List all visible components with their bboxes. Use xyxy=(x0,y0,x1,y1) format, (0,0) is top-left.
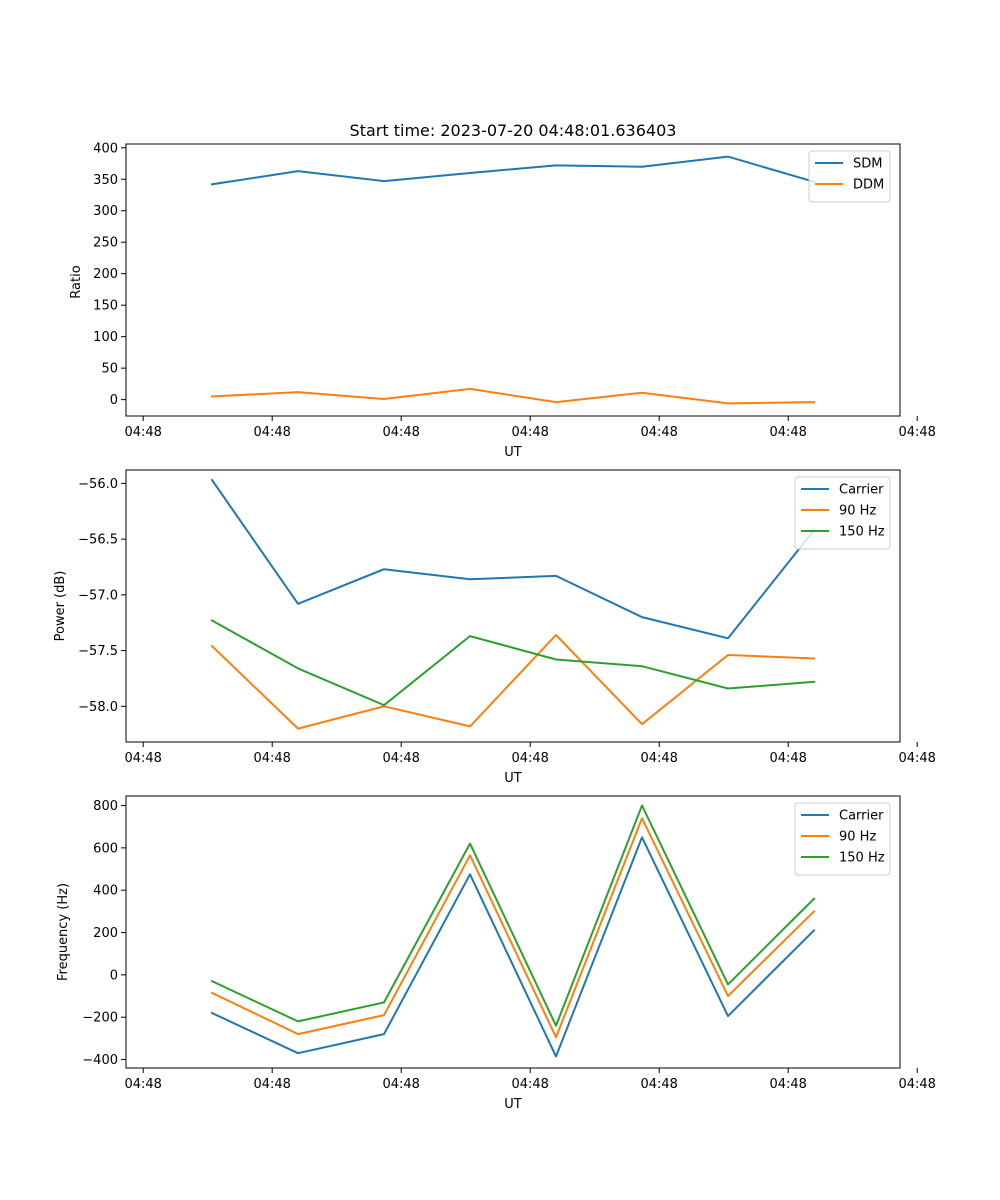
series-line-ddm xyxy=(210,387,816,405)
legend-label: 150 Hz xyxy=(839,851,885,866)
x-tick-label: 04:48 xyxy=(511,1077,548,1092)
x-tick-label: 04:48 xyxy=(382,425,419,440)
y-tick-label: −200 xyxy=(82,1011,118,1026)
series-line-sdm xyxy=(210,155,816,186)
x-tick-label: 04:48 xyxy=(124,1077,161,1092)
legend-label: Carrier xyxy=(839,809,884,824)
x-tick-label: 04:48 xyxy=(124,751,161,766)
y-tick-label: −56.5 xyxy=(78,533,118,548)
y-tick-label: −58.0 xyxy=(78,700,118,715)
subplot-frequency: UT Frequency (Hz) 04:48 04:48 04:48 04:48 04… xyxy=(56,795,936,1112)
y-tick-label: 150 xyxy=(93,299,118,314)
legend: Carrier 90 Hz 150 Hz xyxy=(794,802,891,876)
y-tick-label: 200 xyxy=(93,267,118,282)
legend-label: DDM xyxy=(853,178,884,193)
y-tick-label: 0 xyxy=(110,968,118,983)
x-tick-label: 04:48 xyxy=(511,751,548,766)
series-line-90-hz xyxy=(210,817,816,1039)
series-line-150-hz xyxy=(210,619,816,707)
legend-label: Carrier xyxy=(839,483,884,498)
subplot-ratio: Start time: 2023-07-20 04:48:01.636403 U… xyxy=(69,121,936,460)
y-tick-label: 350 xyxy=(93,173,118,188)
x-axis-label: UT xyxy=(504,1097,522,1112)
axes-frame xyxy=(125,469,901,743)
series-line-90-hz xyxy=(210,634,816,730)
x-axis-label: UT xyxy=(504,771,522,786)
y-tick-label: 0 xyxy=(110,393,118,408)
x-tick-label: 04:48 xyxy=(124,425,161,440)
y-tick-label: 600 xyxy=(93,841,118,856)
axes-frame xyxy=(125,143,901,417)
x-tick-label: 04:48 xyxy=(382,1077,419,1092)
y-tick-label: 300 xyxy=(93,204,118,219)
legend: Carrier 90 Hz 150 Hz xyxy=(794,476,891,550)
y-tick-label: −400 xyxy=(82,1053,118,1068)
chart-title: Start time: 2023-07-20 04:48:01.636403 xyxy=(350,121,677,140)
x-tick-label: 04:48 xyxy=(769,425,806,440)
subplot-power: UT Power (dB) 04:48 04:48 04:48 04:48 04:48 0… xyxy=(53,469,936,786)
series-line-carrier xyxy=(210,836,816,1058)
y-tick-label: 200 xyxy=(93,926,118,941)
y-tick-label: 50 xyxy=(101,362,118,377)
series-line-150-hz xyxy=(210,804,816,1027)
y-tick-label: 800 xyxy=(93,799,118,814)
x-tick-label: 04:48 xyxy=(640,425,677,440)
x-tick-label: 04:48 xyxy=(769,751,806,766)
x-axis-label: UT xyxy=(504,445,522,460)
y-axis-label: Power (dB) xyxy=(53,571,68,642)
legend-label: 90 Hz xyxy=(839,504,876,519)
y-axis-label: Ratio xyxy=(69,265,84,298)
legend-label: SDM xyxy=(853,157,882,172)
x-tick-label: 04:48 xyxy=(253,425,290,440)
y-tick-label: 250 xyxy=(93,236,118,251)
x-tick-label: 04:48 xyxy=(640,751,677,766)
x-tick-label: 04:48 xyxy=(898,425,935,440)
x-tick-label: 04:48 xyxy=(769,1077,806,1092)
series-group xyxy=(210,478,816,730)
x-tick-label: 04:48 xyxy=(898,1077,935,1092)
x-tick-label: 04:48 xyxy=(253,1077,290,1092)
y-axis-label: Frequency (Hz) xyxy=(56,883,71,981)
x-tick-label: 04:48 xyxy=(382,751,419,766)
y-tick-label: −57.5 xyxy=(78,644,118,659)
y-tick-label: 400 xyxy=(93,141,118,156)
series-group xyxy=(210,804,816,1058)
y-tick-label: 400 xyxy=(93,884,118,899)
legend-label: 150 Hz xyxy=(839,525,885,540)
y-tick-label: −56.0 xyxy=(78,477,118,492)
x-tick-label: 04:48 xyxy=(898,751,935,766)
y-tick-label: −57.0 xyxy=(78,588,118,603)
x-tick-label: 04:48 xyxy=(511,425,548,440)
legend-label: 90 Hz xyxy=(839,830,876,845)
x-tick-label: 04:48 xyxy=(253,751,290,766)
y-tick-label: 100 xyxy=(93,330,118,345)
series-line-carrier xyxy=(210,478,816,640)
axes-frame xyxy=(125,795,901,1069)
x-tick-label: 04:48 xyxy=(640,1077,677,1092)
series-group xyxy=(210,155,816,405)
legend: SDM DDM xyxy=(808,150,891,203)
